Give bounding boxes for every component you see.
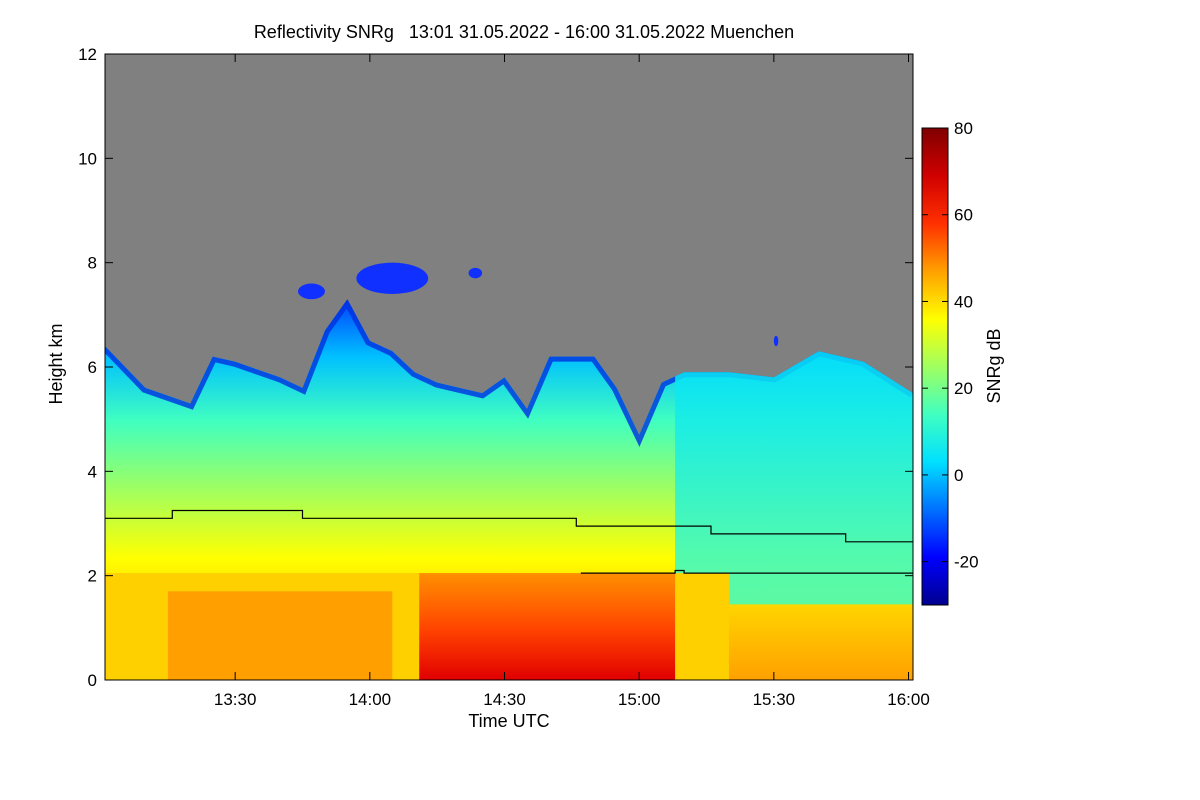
colorbar-gradient (921, 127, 949, 606)
rain-core-early (167, 591, 393, 680)
y-tick-label: 0 (88, 671, 97, 690)
x-tick-label: 14:30 (483, 690, 526, 709)
radar-echo-field (105, 262, 913, 680)
x-tick-label: 15:00 (618, 690, 661, 709)
y-axis: 0 2 4 6 8 10 12 (78, 45, 913, 690)
boundary-line-2 (580, 569, 913, 574)
boundary-line-1 (105, 509, 913, 543)
y-tick-label: 2 (88, 567, 97, 586)
y-tick-label: 6 (88, 358, 97, 377)
colorbar-tick-label: 0 (954, 466, 963, 485)
x-tick-label: 15:30 (753, 690, 796, 709)
x-tick-label: 13:30 (214, 690, 257, 709)
elevated-echo (356, 262, 429, 294)
x-tick-label: 14:00 (349, 690, 392, 709)
elevated-echo (298, 283, 325, 300)
chart-title: Reflectivity SNRg 13:01 31.05.2022 - 16:… (254, 22, 794, 42)
colorbar-label: SNRg dB (984, 328, 1004, 403)
colorbar: -20 0 20 40 60 80 SNRg dB (921, 119, 1004, 606)
y-tick-label: 4 (88, 462, 97, 481)
colorbar-tick-label: 60 (954, 206, 973, 225)
y-axis-label: Height km (46, 323, 66, 404)
colorbar-tick-label: 40 (954, 292, 973, 311)
colorbar-tick-label: 80 (954, 119, 973, 138)
plot-area (104, 53, 914, 681)
colorbar-tick-label: -20 (954, 553, 979, 572)
x-tick-label: 16:00 (887, 690, 930, 709)
y-tick-label: 10 (78, 149, 97, 168)
colorbar-tick-label: 20 (954, 379, 973, 398)
y-tick-label: 12 (78, 45, 97, 64)
elevated-echo (468, 267, 483, 279)
x-axis: 13:30 14:00 14:30 15:00 15:30 16:00 (214, 54, 930, 709)
rain-core-main (419, 573, 676, 680)
x-axis-label: Time UTC (468, 711, 549, 731)
y-tick-label: 8 (88, 254, 97, 273)
elevated-echo (773, 335, 779, 347)
